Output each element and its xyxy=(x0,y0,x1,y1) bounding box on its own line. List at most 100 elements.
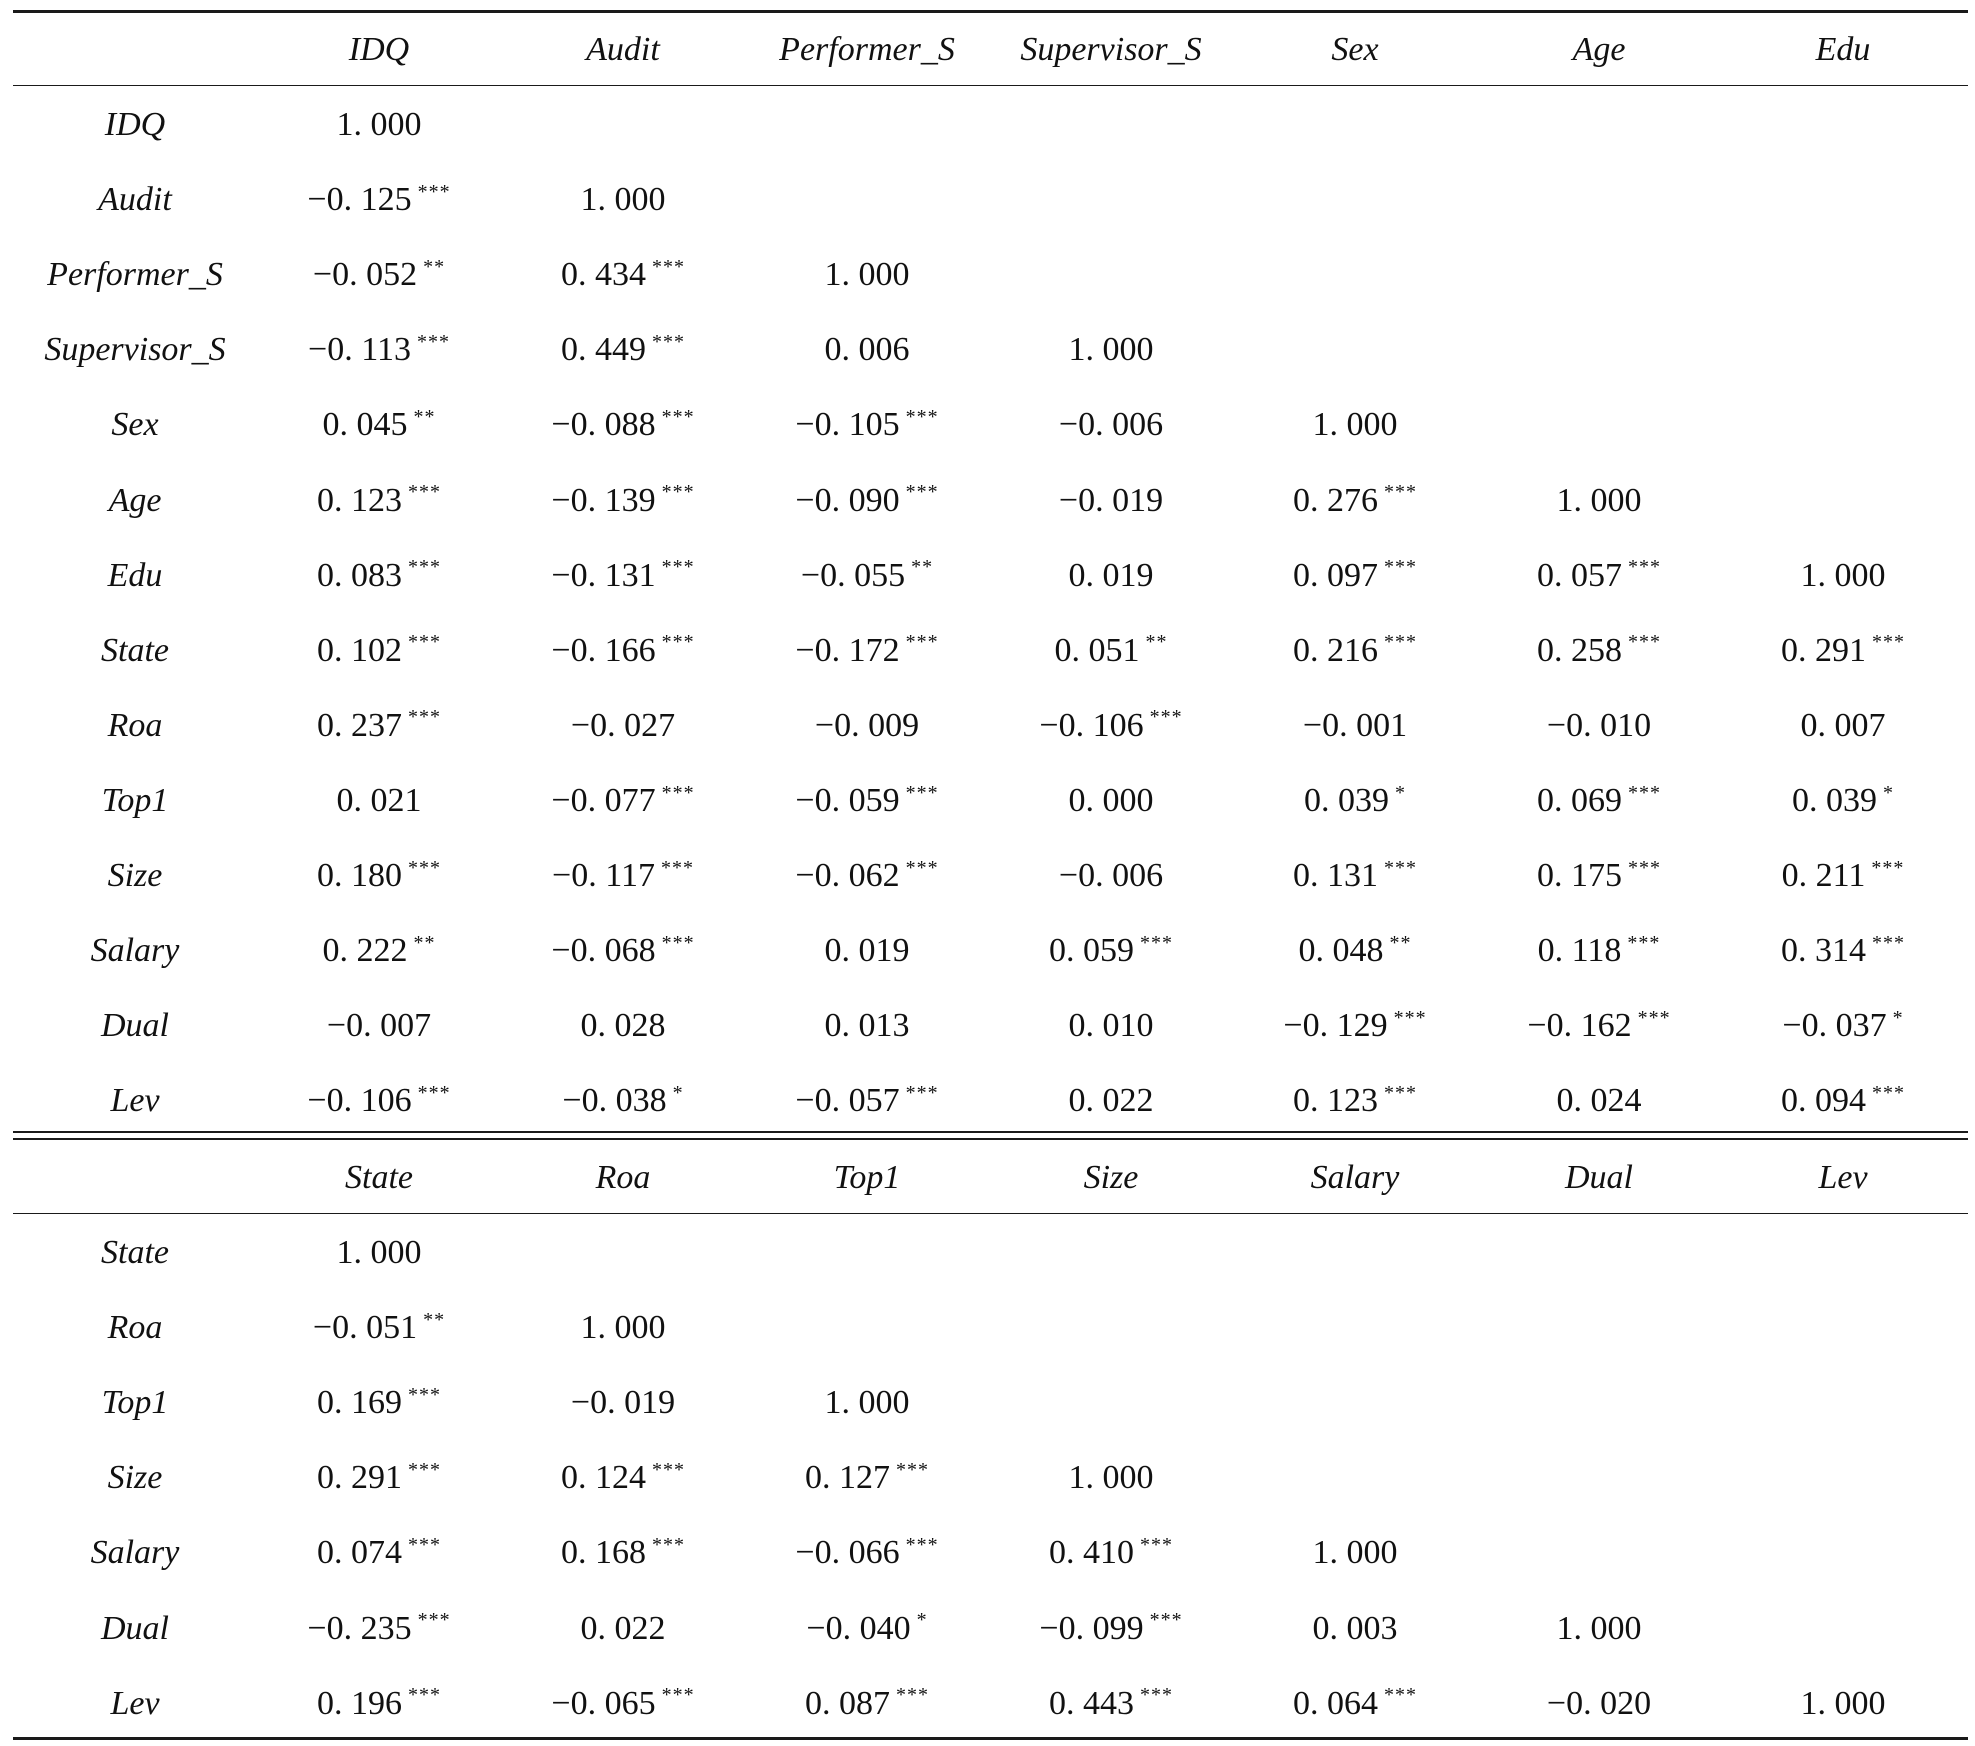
coefficient-value: 0. 007 xyxy=(1800,706,1886,744)
row-label: Edu xyxy=(107,556,163,594)
correlation-cell: 0. 021 xyxy=(257,771,501,831)
table-row: IDQ 1. 000 xyxy=(13,95,1968,155)
coefficient-value: −0. 027 xyxy=(570,706,676,744)
coefficient-value: −0. 166 *** xyxy=(551,631,695,669)
correlation-cell: −0. 059 *** xyxy=(745,771,989,831)
significance-stars: *** xyxy=(652,1458,685,1481)
coefficient-value: 0. 051 ** xyxy=(1054,631,1168,669)
coefficient-value: −0. 006 xyxy=(1058,406,1164,444)
correlation-cell: −0. 019 xyxy=(501,1373,745,1433)
coefficient-value: 0. 045 ** xyxy=(322,406,436,444)
significance-stars: *** xyxy=(1384,481,1417,504)
coefficient-value: 0. 169 *** xyxy=(317,1383,441,1422)
correlation-cell: 0. 022 xyxy=(501,1599,745,1659)
significance-stars: *** xyxy=(905,781,939,804)
correlation-cell: −0. 066 *** xyxy=(745,1523,989,1583)
coefficient-value: −0. 037 * xyxy=(1782,1006,1904,1045)
coefficient-value: 1. 000 xyxy=(824,256,910,294)
coefficient-value: −0. 059 *** xyxy=(795,781,939,819)
significance-stars: *** xyxy=(408,1458,441,1481)
correlation-cell: −0. 172 *** xyxy=(745,621,989,681)
coefficient-value: −0. 088 *** xyxy=(551,406,695,444)
significance-stars: *** xyxy=(896,1458,929,1481)
coefficient-value: 1. 000 xyxy=(336,1234,422,1271)
panel2-header-row: State Roa Top1 Size Salary Dual Lev xyxy=(13,1148,1968,1208)
correlation-cell: 0. 039 * xyxy=(1721,771,1965,831)
correlation-cell: −0. 129 *** xyxy=(1233,996,1477,1056)
coefficient-value: 1. 000 xyxy=(824,1384,910,1422)
significance-stars: *** xyxy=(408,1684,441,1707)
panel1-header-rule xyxy=(13,85,1968,86)
correlation-cell: 0. 097 *** xyxy=(1233,546,1477,606)
coefficient-value: 0. 087 *** xyxy=(805,1684,929,1722)
coefficient-value: −0. 106 *** xyxy=(1039,706,1183,744)
row-label: Supervisor_S xyxy=(44,331,226,369)
correlation-cell: 0. 039 * xyxy=(1233,771,1477,831)
coefficient-value: −0. 066 *** xyxy=(795,1534,939,1572)
significance-stars: *** xyxy=(652,255,685,278)
panel-separator-rule-upper xyxy=(13,1131,1968,1133)
significance-stars: *** xyxy=(1628,631,1661,654)
correlation-cell: −0. 106 *** xyxy=(257,1071,501,1131)
significance-stars: *** xyxy=(661,631,695,654)
coefficient-value: −0. 235 *** xyxy=(307,1609,451,1647)
correlation-cell: 0. 131 *** xyxy=(1233,846,1477,906)
row-label: Top1 xyxy=(101,1384,169,1422)
coefficient-value: 1. 000 xyxy=(1800,556,1886,594)
correlation-cell: 0. 124 *** xyxy=(501,1448,745,1508)
significance-stars: * xyxy=(1883,781,1894,804)
significance-stars: ** xyxy=(1145,631,1168,654)
significance-stars: *** xyxy=(408,1383,441,1406)
correlation-cell: −0. 006 xyxy=(989,395,1233,455)
coefficient-value: −0. 162 *** xyxy=(1527,1006,1671,1045)
correlation-cell: 0. 087 *** xyxy=(745,1674,989,1734)
coefficient-value: 0. 211 *** xyxy=(1781,856,1905,894)
correlation-cell: 0. 048 ** xyxy=(1233,921,1477,981)
row-label: State xyxy=(101,631,169,669)
correlation-cell: 1. 000 xyxy=(1233,395,1477,455)
table-row: Roa 0. 237 *** −0. 027 −0. 009 −0. 106 *** −0. … xyxy=(13,696,1968,756)
coefficient-value: 0. 064 *** xyxy=(1293,1684,1417,1722)
panel2-header-rule xyxy=(13,1213,1968,1214)
coefficient-value: −0. 125 *** xyxy=(307,180,451,219)
row-label: Dual xyxy=(101,1609,169,1647)
significance-stars: *** xyxy=(1872,631,1905,654)
column-header: Size xyxy=(1083,1159,1139,1196)
correlation-cell: 0. 291 *** xyxy=(1721,621,1965,681)
significance-stars: *** xyxy=(905,1081,939,1104)
correlation-cell: 0. 216 *** xyxy=(1233,621,1477,681)
table-row: Size 0. 291 *** 0. 124 *** 0. 127 *** 1. 000 xyxy=(13,1448,1968,1508)
significance-stars: *** xyxy=(1872,931,1905,954)
significance-stars: *** xyxy=(905,406,939,429)
correlation-cell: 1. 000 xyxy=(1477,471,1721,531)
coefficient-value: 1. 000 xyxy=(580,181,666,219)
coefficient-value: 1. 000 xyxy=(1068,331,1154,369)
table-row: Size 0. 180 *** −0. 117 *** −0. 062 *** −0. 006… xyxy=(13,846,1968,906)
coefficient-value: 0. 123 *** xyxy=(1293,1081,1417,1120)
significance-stars: *** xyxy=(661,931,695,954)
significance-stars: *** xyxy=(408,556,441,579)
correlation-cell: 0. 083 *** xyxy=(257,546,501,606)
row-label: State xyxy=(101,1234,169,1271)
significance-stars: *** xyxy=(652,1534,685,1557)
table-row: Salary 0. 074 *** 0. 168 *** −0. 066 *** 0. 410… xyxy=(13,1523,1968,1583)
significance-stars: *** xyxy=(1384,1684,1417,1707)
coefficient-value: 0. 434 *** xyxy=(561,255,685,294)
correlation-cell: −0. 077 *** xyxy=(501,771,745,831)
table-row: Top1 0. 021 −0. 077 *** −0. 059 *** 0. 000 0. 0… xyxy=(13,771,1968,831)
coefficient-value: 0. 410 *** xyxy=(1049,1534,1173,1572)
correlation-cell: 0. 028 xyxy=(501,996,745,1056)
correlation-cell: −0. 006 xyxy=(989,846,1233,906)
row-label: Roa xyxy=(107,706,163,744)
coefficient-value: −0. 139 *** xyxy=(551,481,695,519)
coefficient-value: −0. 117 *** xyxy=(552,856,694,894)
significance-stars: ** xyxy=(1389,931,1412,954)
coefficient-value: 0. 123 *** xyxy=(317,481,441,519)
correlation-cell: 0. 006 xyxy=(745,320,989,380)
correlation-cell: −0. 052 ** xyxy=(257,245,501,305)
significance-stars: *** xyxy=(1628,856,1661,879)
correlation-cell: 0. 074 *** xyxy=(257,1523,501,1583)
coefficient-value: 1. 000 xyxy=(1556,481,1642,519)
correlation-cell: 1. 000 xyxy=(257,95,501,155)
coefficient-value: 0. 258 *** xyxy=(1537,631,1661,669)
